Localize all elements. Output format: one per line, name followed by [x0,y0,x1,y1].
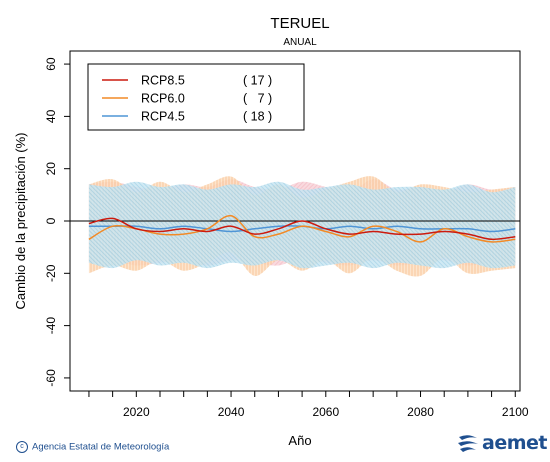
aemet-logo-text: aemet [482,432,547,454]
legend-label: RCP4.5 [141,110,185,124]
series-lines [88,215,516,243]
y-tick-label: 20 [44,162,58,176]
line-rcp8.5 [88,217,516,241]
x-axis: 2020 2040 2060 2080 2100 [88,391,529,419]
y-tick-label: 60 [44,57,58,71]
legend-box [87,63,305,131]
copyright-icon: c [16,441,28,453]
legend-label: RCP6.0 [141,92,185,106]
x-tick-label: 2040 [218,405,245,419]
band-rcp4.5 [88,181,516,269]
aemet-logo: aemet [456,432,548,458]
chart-subtitle: ANUAL [283,37,317,48]
x-tick-label: 2080 [407,405,434,419]
legend-count: ( 17 ) [243,74,272,88]
y-tick-label: 40 [44,109,58,123]
legend: RCP8.5 ( 17 ) RCP6.0 ( 7 ) RCP4.5 ( 18 ) [87,63,305,131]
x-tick-label: 2020 [123,405,150,419]
x-axis-label: Año [288,433,311,448]
y-tick-label: -20 [44,264,58,282]
credit-text: Agencia Estatal de Meteorología [32,441,170,453]
legend-count: ( 7 ) [243,92,272,106]
y-tick-label: -40 [44,317,58,335]
credit: c Agencia Estatal de Meteorología [16,441,169,453]
y-axis-label: Cambio de la precipitación (%) [13,132,28,309]
aemet-logo-icon [458,435,478,452]
legend-label: RCP8.5 [141,74,185,88]
y-tick-label: -60 [44,369,58,387]
line-rcp6.0 [88,215,516,243]
chart-title: TERUEL [270,15,329,32]
y-tick-label: 0 [44,217,58,224]
x-tick-label: 2060 [312,405,339,419]
y-axis: -60 -40 -20 0 20 40 60 [44,57,70,387]
x-tick-label: 2100 [502,405,529,419]
legend-count: ( 18 ) [243,110,272,124]
